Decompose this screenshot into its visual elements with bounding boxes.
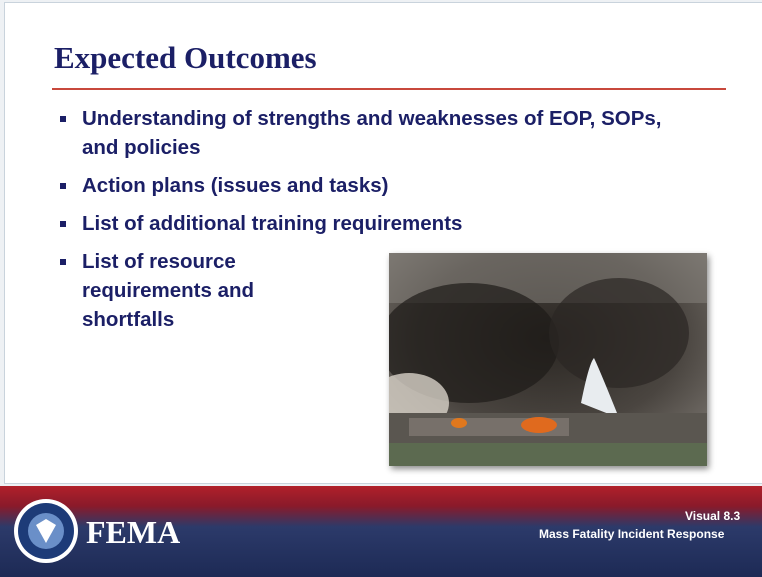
footer: FEMA Visual 8.3 Mass Fatality Incident R… <box>0 486 762 577</box>
course-title: Mass Fatality Incident Response <box>539 527 724 541</box>
logo-text: FEMA <box>86 514 180 551</box>
title-rule <box>52 88 726 90</box>
page: {"slide": {"title": "Expected Outcomes",… <box>0 0 762 577</box>
bullet: Understanding of strengths and weaknesse… <box>58 104 682 162</box>
bullet: Action plans (issues and tasks) <box>58 171 682 200</box>
fire-photo <box>389 253 707 466</box>
dhs-seal <box>6 491 86 571</box>
bullet: List of additional training requirements <box>58 209 682 238</box>
bullet: List of resource requirements and shortf… <box>58 247 312 334</box>
slide-title: Expected Outcomes <box>54 40 317 76</box>
visual-number: Visual 8.3 <box>685 509 740 523</box>
slide: Expected Outcomes Understanding of stren… <box>0 0 762 577</box>
